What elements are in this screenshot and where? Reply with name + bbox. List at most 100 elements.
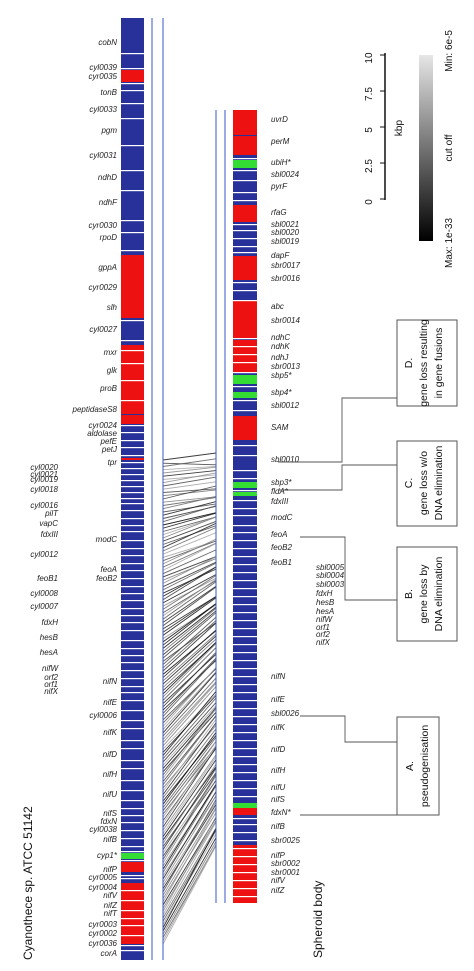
synteny-links [162, 452, 217, 945]
left-gene-separator [121, 768, 144, 770]
synteny-link [162, 520, 217, 542]
cutoff-title: cut off [444, 134, 455, 161]
left-lost-gene-segment [121, 345, 144, 414]
synteny-link [162, 549, 217, 575]
right-gene-label: sbl0005 [316, 563, 345, 572]
left-gene-separator [121, 860, 144, 862]
left-gene-separator [121, 498, 144, 500]
left-gene-separator [121, 655, 144, 657]
right-gene-label: fldA* [271, 487, 289, 496]
right-gene-label: nifW [316, 615, 333, 624]
left-gene-separator [121, 692, 144, 694]
left-genome-title: Cyanothece sp. ATCC 51142 [21, 806, 35, 960]
right-gene-separator [233, 764, 257, 766]
synteny-link [162, 516, 217, 539]
right-gene-label: hesA [316, 607, 334, 616]
synteny-link [162, 785, 217, 873]
right-gene-label: feoB1 [271, 558, 292, 567]
left-gene-label: nifV [103, 891, 117, 900]
right-gene-separator [233, 515, 257, 517]
left-gene-separator [121, 600, 144, 602]
right-gene-separator [233, 338, 257, 340]
right-gene-label: abc [271, 302, 284, 311]
right-gene-separator [233, 478, 257, 480]
right-gene-label: perM [270, 137, 290, 146]
left-gene-label: petJ [101, 445, 118, 454]
synteny-link [162, 620, 217, 669]
scale-tick-2-5: 2.5 [364, 159, 375, 173]
right-gene-separator [233, 596, 257, 598]
right-gene-label: fdxN* [271, 808, 291, 817]
left-gene-label: cyp1* [97, 851, 118, 860]
left-gene-label: nifW [42, 664, 59, 673]
synteny-link [162, 677, 217, 737]
left-gene-separator [121, 720, 144, 722]
left-gene-separator [121, 462, 144, 464]
right-gene-label: ndhC [271, 333, 290, 342]
right-gene-separator [233, 346, 257, 348]
cutoff-gradient-bar [419, 55, 433, 241]
synteny-link [162, 465, 217, 471]
right-gene-separator [233, 644, 257, 646]
synteny-link [162, 458, 217, 467]
annotation-b-line2: DNA elimination [433, 556, 445, 631]
left-gene-separator [121, 760, 144, 762]
right-genome-track [215, 110, 257, 903]
synteny-link [162, 452, 217, 461]
right-gene-separator [233, 780, 257, 782]
annotation-c-letter: C. [403, 478, 415, 489]
synteny-link [162, 741, 217, 812]
annotation-c: C. gene loss w/o DNA elimination [396, 440, 458, 527]
synteny-link [162, 579, 217, 617]
synteny-link [162, 610, 217, 656]
synteny-link [162, 841, 217, 935]
right-gene-label: hesB [316, 598, 335, 607]
left-gene-separator [121, 808, 144, 810]
synteny-link [162, 775, 217, 864]
right-gene-label: sbp3* [271, 478, 292, 487]
synteny-link [162, 827, 217, 919]
synteny-link [162, 737, 217, 808]
synteny-link [162, 488, 217, 493]
right-gene-label: sbr0014 [271, 316, 300, 325]
right-gene-separator [233, 872, 257, 874]
synteny-link [162, 691, 217, 756]
right-gene-separator [233, 652, 257, 654]
right-gene-label: nifS [271, 795, 285, 804]
synteny-link [162, 795, 217, 883]
annotation-d-line2: in gene fusions [433, 328, 445, 399]
left-gene-separator [121, 480, 144, 482]
left-gene-label: cyl0027 [89, 325, 117, 334]
left-gene-separator [121, 455, 144, 457]
synteny-link [162, 603, 217, 643]
right-gene-label: sbr0017 [271, 261, 300, 270]
left-gene-separator [121, 608, 144, 610]
left-gene-separator [121, 670, 144, 672]
left-gene-label: nifZ [104, 901, 118, 910]
scale-unit-label: kbp [394, 120, 405, 137]
right-gene-label: nifE [271, 695, 285, 704]
left-gene-separator [121, 790, 144, 792]
right-gene-label: sbp5* [271, 371, 292, 380]
left-gene-label: cyl0021 [30, 470, 58, 479]
left-gene-separator [121, 851, 144, 853]
right-pseudogene-segment [233, 482, 257, 488]
left-pseudogene-segment [121, 853, 144, 859]
left-gene-label: nifE [103, 698, 117, 707]
right-lost-gene-segment [233, 416, 257, 440]
right-gene-label: nifB [271, 822, 285, 831]
right-gene-label: sbr0025 [271, 836, 300, 845]
right-pseudogene-segment [233, 803, 257, 808]
synteny-link [162, 581, 217, 620]
scale-tick-5: 5 [364, 127, 375, 133]
synteny-link [162, 791, 217, 880]
left-gene-label: fdxIII [41, 530, 59, 539]
right-gene-separator [233, 716, 257, 718]
synteny-link [162, 562, 217, 591]
left-gene-label: orf1 [44, 680, 58, 689]
right-gene-label: orf2 [316, 630, 330, 639]
right-gene-separator [233, 708, 257, 710]
right-gene-separator [233, 740, 257, 742]
synteny-link [162, 693, 217, 750]
right-gene-separator [233, 604, 257, 606]
